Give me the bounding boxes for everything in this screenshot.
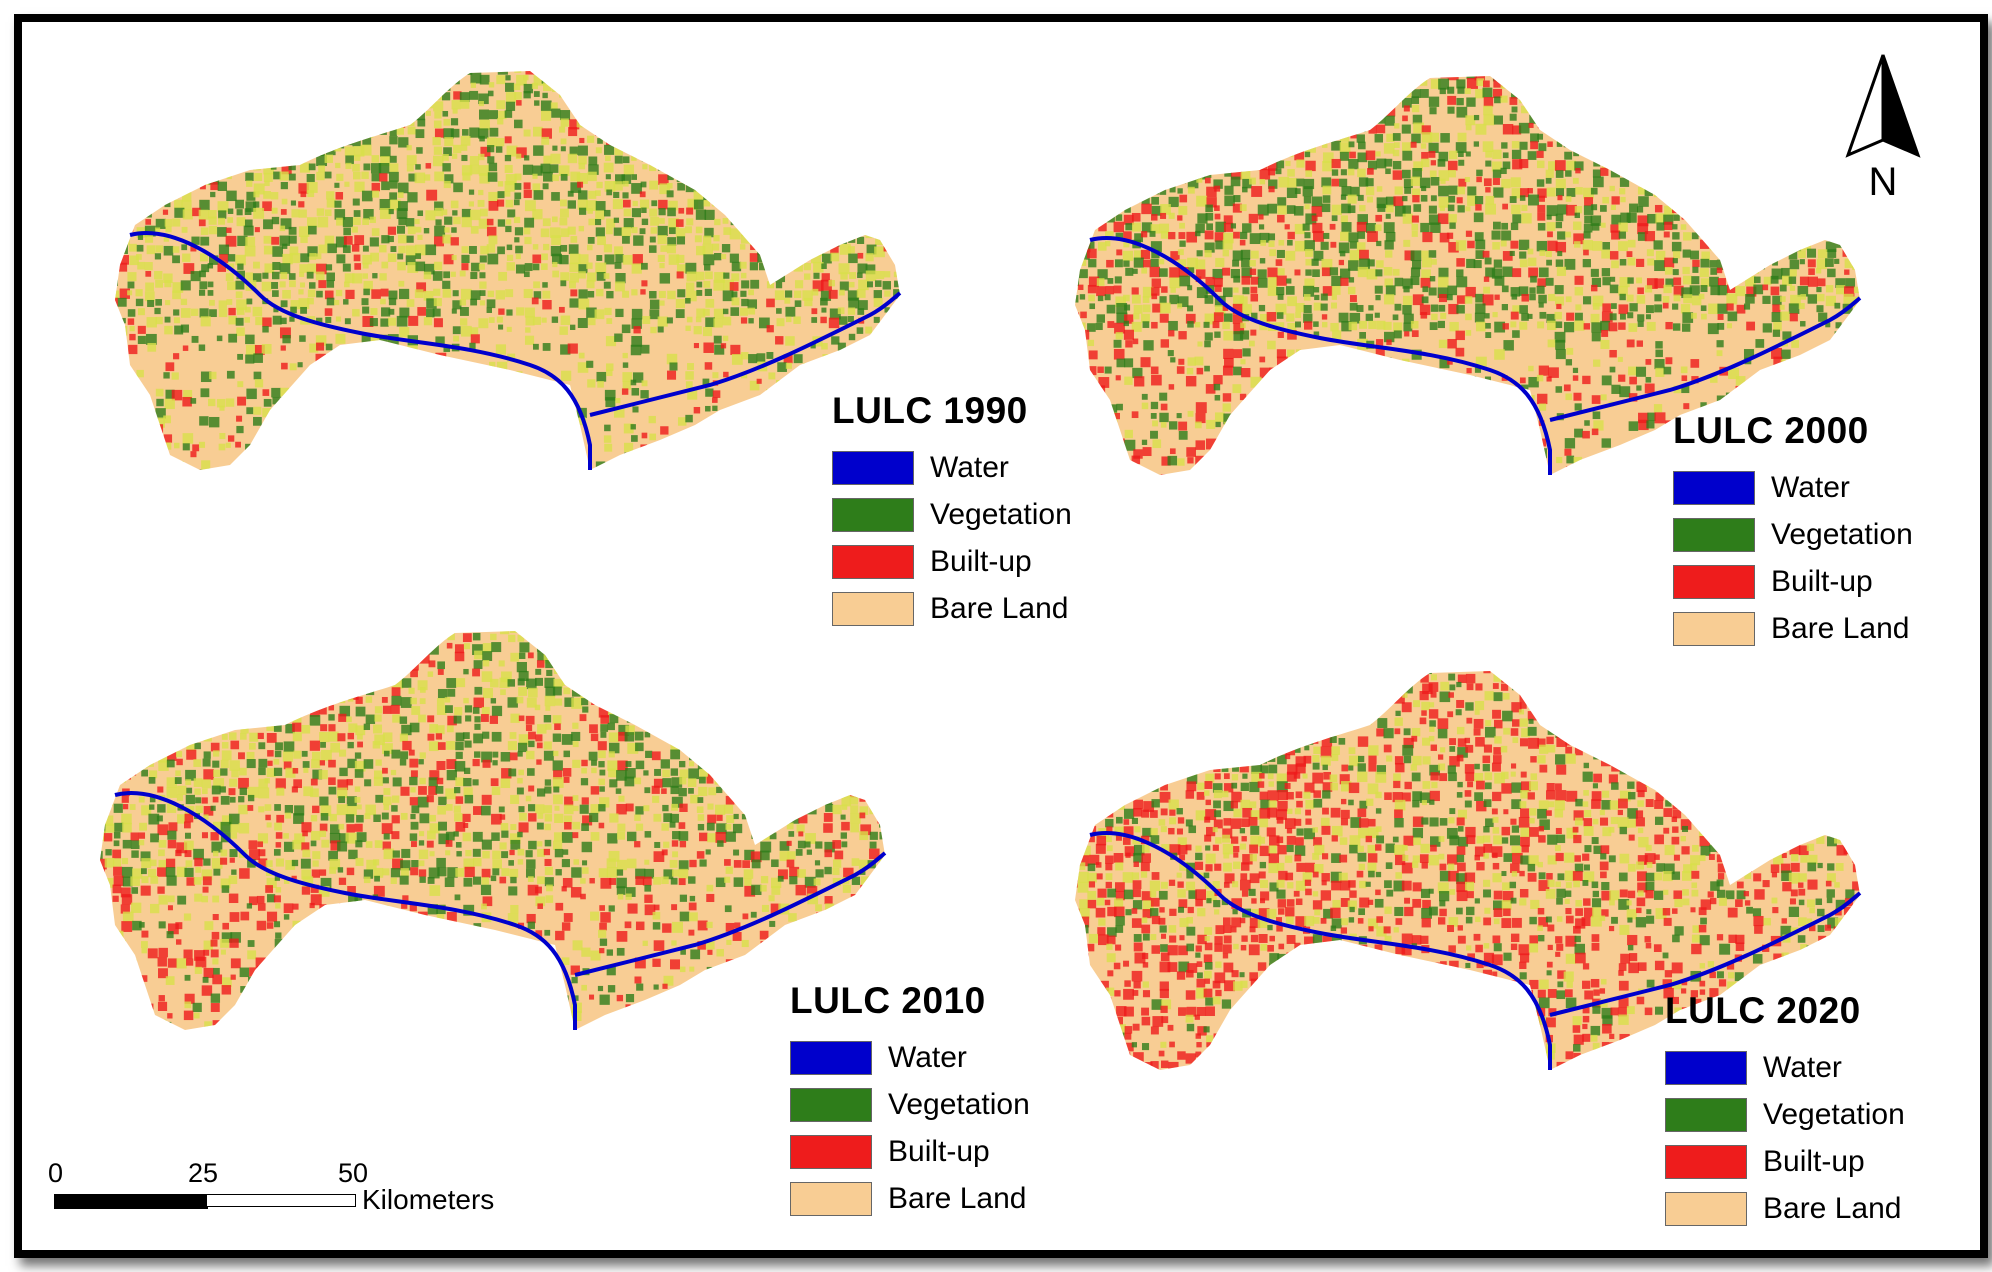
legend-label: Water [1763, 1050, 1842, 1084]
legend-swatch [790, 1181, 872, 1216]
legend-label: Built-up [1771, 564, 1873, 598]
legend-swatch [1673, 611, 1755, 646]
legend-swatch [790, 1134, 872, 1169]
legend-title: LULC 1990 [832, 390, 1028, 431]
legend-label: Bare Land [930, 591, 1069, 625]
legend-label: Vegetation [930, 497, 1072, 531]
scale-bar-black [54, 1194, 208, 1209]
legend-2020: LULC 2020 Water Vegetation Built-up Bare La… [1665, 990, 1905, 1232]
legend-item: Water [1665, 1044, 1905, 1091]
legend-swatch [1665, 1144, 1747, 1179]
legend-label: Water [1771, 470, 1850, 504]
legend-item: Bare Land [1673, 605, 1913, 652]
legend-swatch [832, 544, 914, 579]
map-1990 [115, 71, 902, 470]
legend-label: Built-up [888, 1134, 990, 1168]
legend-item: Vegetation [1665, 1091, 1905, 1138]
legend-label: Vegetation [888, 1087, 1030, 1121]
legend-swatch [1673, 564, 1755, 599]
river [1089, 831, 1862, 1070]
legend-swatch [1673, 517, 1755, 552]
legend-swatch [790, 1087, 872, 1122]
legend-2010: LULC 2010 Water Vegetation Built-up Bare La… [790, 980, 1030, 1222]
scale-bar: 0 25 50 Kilometers [48, 1158, 568, 1218]
north-label: N [1869, 160, 1898, 200]
legend-item: Built-up [1673, 558, 1913, 605]
legend-1990: LULC 1990 Water Vegetation Built-up Bare La… [832, 390, 1072, 632]
legend-label: Vegetation [1763, 1097, 1905, 1131]
north-arrow-icon: N [1845, 54, 1921, 200]
scale-tick-0: 0 [48, 1158, 64, 1188]
legend-item: Vegetation [832, 491, 1072, 538]
legend-swatch [790, 1040, 872, 1075]
river [1089, 236, 1862, 475]
map-2000 [1075, 76, 1862, 475]
legend-swatch [832, 497, 914, 532]
legend-swatch [1665, 1097, 1747, 1132]
legend-label: Bare Land [888, 1181, 1027, 1215]
legend-item: Built-up [832, 538, 1072, 585]
legend-item: Bare Land [790, 1175, 1030, 1222]
legend-label: Water [888, 1040, 967, 1074]
legend-label: Bare Land [1771, 611, 1910, 645]
legend-item: Bare Land [832, 585, 1072, 632]
legend-title: LULC 2000 [1673, 410, 1869, 451]
legend-item: Vegetation [790, 1081, 1030, 1128]
legend-swatch [1673, 470, 1755, 505]
river [114, 791, 887, 1030]
legend-swatch [1665, 1050, 1747, 1085]
legend-label: Built-up [930, 544, 1032, 578]
legend-item: Water [790, 1034, 1030, 1081]
legend-2000: LULC 2000 Water Vegetation Built-up Bare La… [1673, 410, 1913, 652]
scale-bar-white [206, 1194, 356, 1207]
map-2010 [100, 631, 887, 1030]
legend-swatch [832, 591, 914, 626]
legend-label: Vegetation [1771, 517, 1913, 551]
scale-tick-50: 50 [338, 1158, 369, 1188]
legend-label: Water [930, 450, 1009, 484]
legend-item: Vegetation [1673, 511, 1913, 558]
scale-unit: Kilometers [362, 1184, 495, 1215]
legend-item: Built-up [1665, 1138, 1905, 1185]
map-2020 [1075, 671, 1862, 1070]
legend-label: Built-up [1763, 1144, 1865, 1178]
legend-swatch [1665, 1191, 1747, 1226]
scale-tick-25: 25 [188, 1158, 219, 1188]
legend-title: LULC 2020 [1665, 990, 1861, 1031]
legend-swatch [832, 450, 914, 485]
legend-label: Bare Land [1763, 1191, 1902, 1225]
legend-item: Water [1673, 464, 1913, 511]
river [129, 231, 902, 470]
legend-title: LULC 2010 [790, 980, 986, 1021]
legend-item: Bare Land [1665, 1185, 1905, 1232]
legend-item: Water [832, 444, 1072, 491]
legend-item: Built-up [790, 1128, 1030, 1175]
